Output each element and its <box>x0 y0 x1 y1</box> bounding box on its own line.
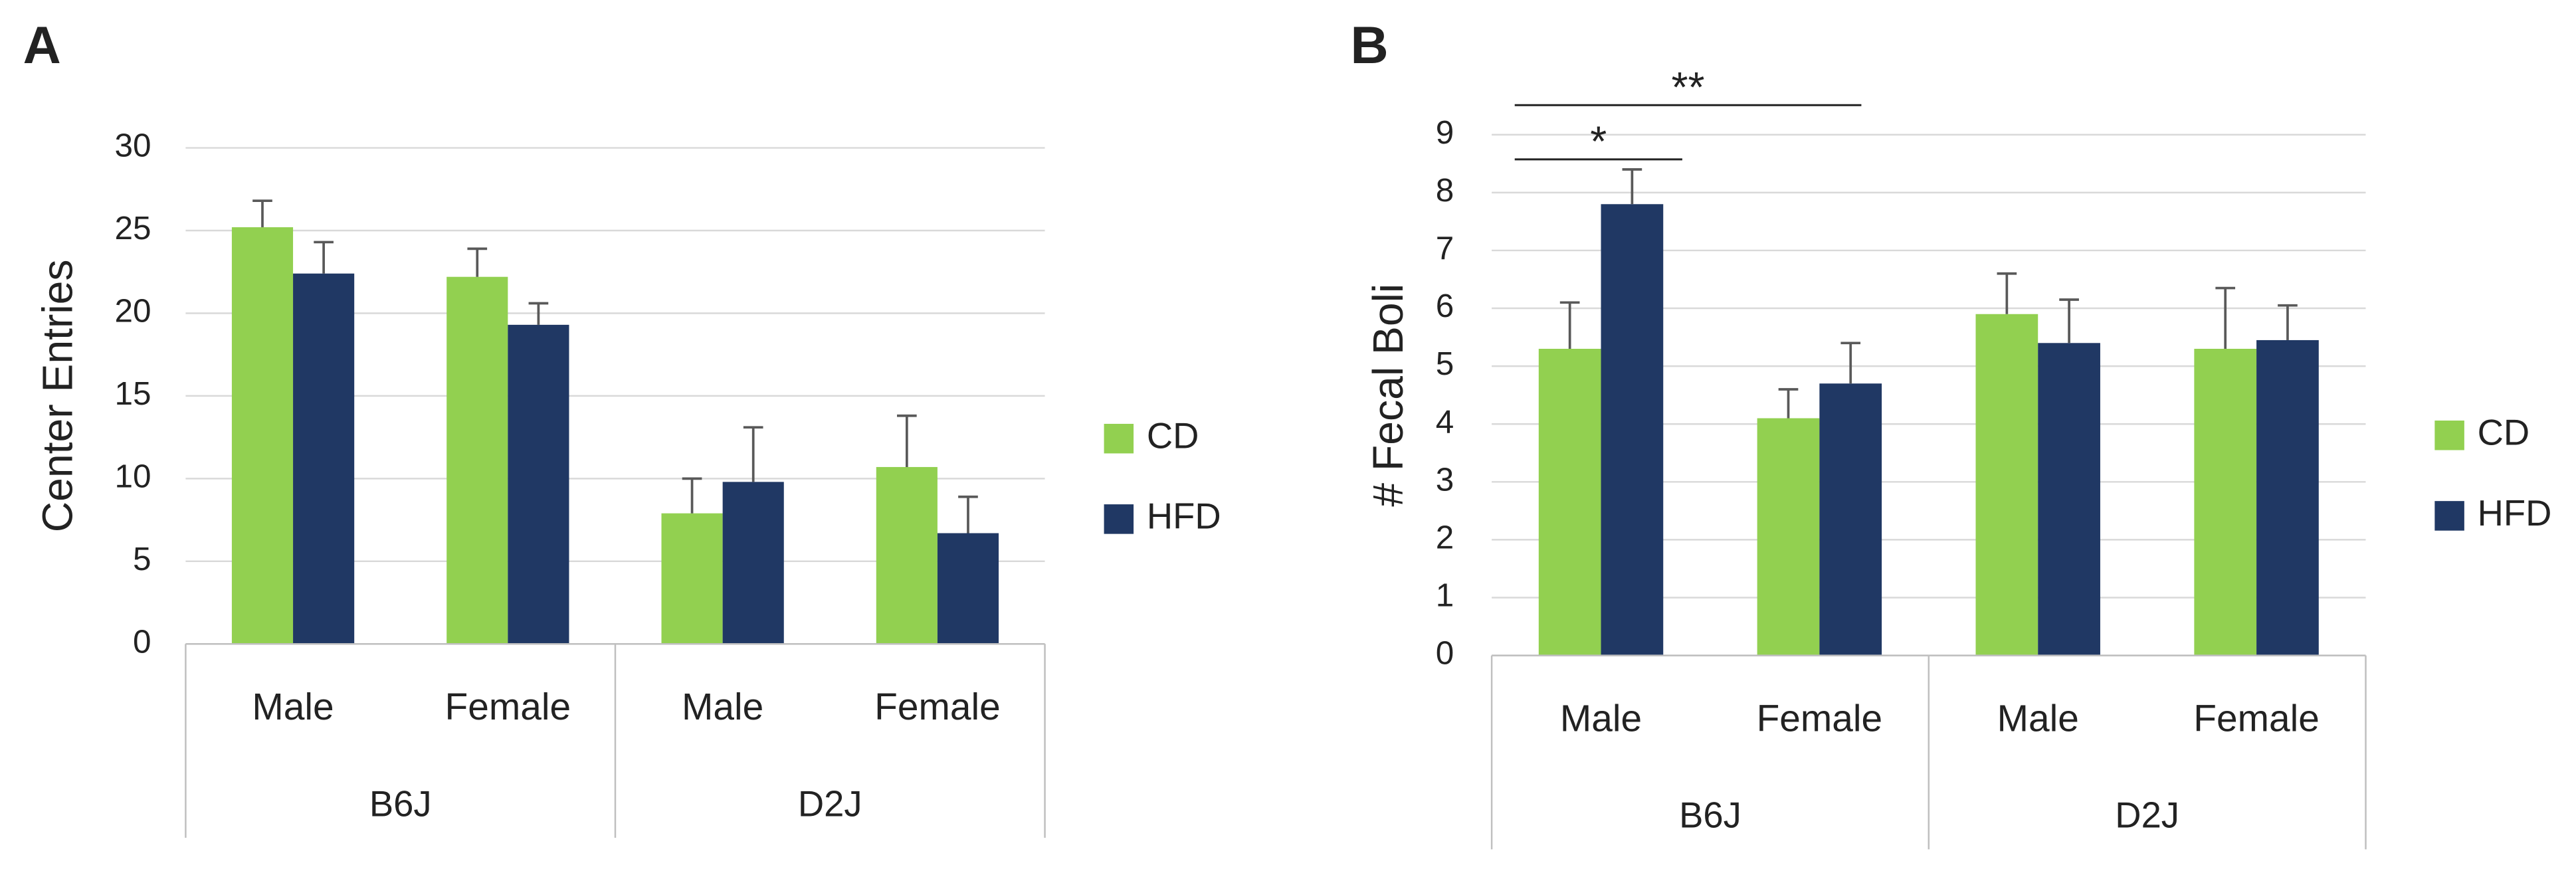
y-tick-label: 2 <box>1436 519 1454 555</box>
bar <box>2194 349 2257 656</box>
x-tick-label: Female <box>2193 698 2320 739</box>
legend-swatch <box>1104 504 1134 534</box>
group-label: B6J <box>1679 795 1741 836</box>
y-tick-label: 25 <box>114 210 151 246</box>
legend-label: CD <box>1147 416 1199 456</box>
y-tick-label: 7 <box>1436 230 1454 266</box>
bar <box>661 513 723 644</box>
legend-label: CD <box>2478 413 2530 453</box>
x-tick-label: Male <box>1560 698 1642 739</box>
panel-label: A <box>23 15 61 74</box>
legend-label: HFD <box>2478 493 2552 533</box>
bar <box>2256 339 2319 656</box>
y-tick-label: 0 <box>1436 635 1454 672</box>
bar <box>508 324 569 644</box>
y-tick-label: 10 <box>114 458 151 494</box>
bar <box>1757 418 1820 656</box>
y-tick-label: 4 <box>1436 403 1454 440</box>
y-axis-title: Center Entries <box>33 260 81 533</box>
y-tick-label: 9 <box>1436 114 1454 151</box>
bar <box>2038 343 2100 656</box>
group-label: D2J <box>798 783 862 824</box>
x-tick-label: Female <box>445 686 571 728</box>
x-tick-label: Male <box>1997 698 2079 739</box>
bar <box>937 533 999 644</box>
bar <box>1975 314 2038 656</box>
y-tick-label: 15 <box>114 375 151 412</box>
bar <box>231 227 294 644</box>
legend-swatch <box>2434 420 2464 450</box>
significance-label: ** <box>1672 63 1705 111</box>
bar <box>1819 383 1882 656</box>
panel-label: B <box>1350 15 1388 74</box>
legend-swatch <box>2434 501 2464 531</box>
legend-label: HFD <box>1147 496 1221 537</box>
y-tick-label: 5 <box>1436 345 1454 382</box>
x-tick-label: Female <box>1757 698 1883 739</box>
y-tick-label: 3 <box>1436 461 1454 498</box>
x-tick-label: Female <box>874 686 1001 728</box>
group-label: B6J <box>369 783 432 824</box>
group-label: D2J <box>2115 795 2179 836</box>
significance-label: * <box>1590 118 1607 165</box>
x-tick-label: Male <box>252 686 334 728</box>
y-tick-label: 6 <box>1436 288 1454 324</box>
legend-swatch <box>1104 423 1134 454</box>
y-tick-label: 1 <box>1436 577 1454 614</box>
y-tick-label: 20 <box>114 293 151 330</box>
y-tick-label: 5 <box>133 541 151 577</box>
bar <box>1538 349 1601 656</box>
y-tick-label: 8 <box>1436 172 1454 209</box>
y-tick-label: 30 <box>114 128 151 164</box>
bar <box>293 273 355 644</box>
bar <box>722 482 784 644</box>
x-tick-label: Male <box>682 686 763 728</box>
y-tick-label: 0 <box>133 623 151 660</box>
bar <box>446 276 508 644</box>
bar <box>876 466 938 644</box>
y-axis-title: # Fecal Boli <box>1364 284 1412 507</box>
bar <box>1601 204 1664 656</box>
